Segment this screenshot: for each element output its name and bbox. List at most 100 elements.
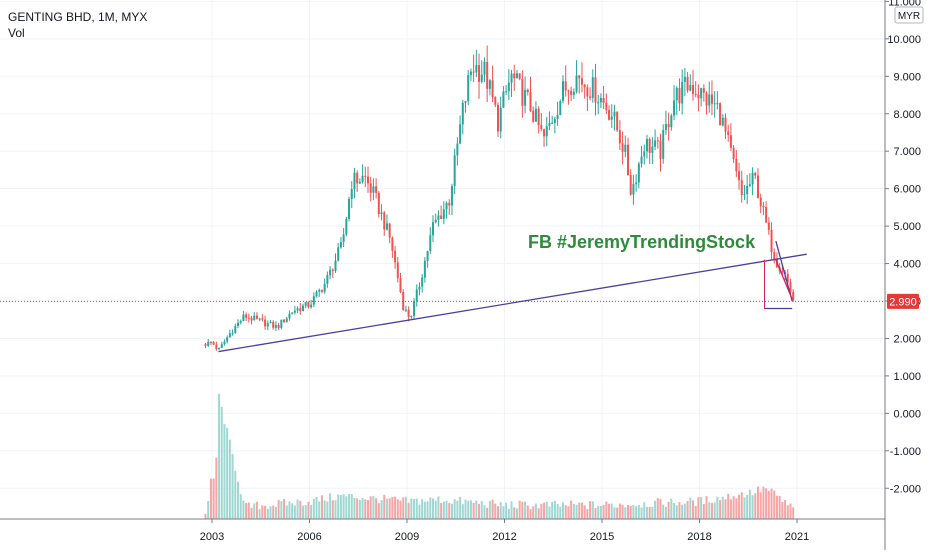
volume-bar: [751, 495, 754, 519]
candle-body: [494, 97, 497, 105]
volume-bar: [488, 500, 491, 519]
candle-body: [445, 202, 448, 210]
volume-bar: [572, 503, 575, 519]
candle-body: [269, 321, 272, 324]
candle-body: [654, 140, 657, 147]
volume-bar: [692, 500, 694, 519]
candle-body: [713, 103, 716, 105]
volume-bar: [697, 497, 700, 519]
trend-line[interactable]: [218, 253, 807, 353]
volume-bar: [548, 506, 551, 519]
volume-bar: [778, 495, 781, 519]
candle-body: [450, 186, 453, 206]
volume-bar: [792, 507, 795, 519]
candle-body: [599, 98, 602, 103]
candle-body: [239, 321, 242, 323]
annotation-text[interactable]: FB #JeremyTrendingStock: [528, 232, 756, 252]
volume-bar: [781, 501, 784, 519]
candle-body: [283, 319, 286, 323]
candle-body: [786, 273, 789, 283]
drawings[interactable]: [218, 240, 807, 353]
trend-line[interactable]: [775, 259, 793, 300]
volume-bar: [440, 503, 443, 519]
y-tick-label: 1.000: [893, 371, 921, 383]
volume-bar: [394, 496, 397, 519]
currency-label[interactable]: MYR: [898, 11, 920, 22]
candle-body: [567, 90, 570, 92]
candle-body: [247, 317, 250, 319]
volume-bar: [348, 493, 351, 519]
candle-body: [448, 202, 451, 206]
candle-body: [532, 110, 535, 122]
candle-body: [759, 197, 762, 206]
candle-body: [437, 215, 440, 220]
volume-bar: [228, 439, 231, 519]
volume-bar: [689, 497, 692, 519]
volume-bar: [429, 497, 432, 519]
candle-body: [399, 278, 402, 292]
candle-body: [307, 302, 310, 308]
candle-body: [534, 108, 537, 122]
volume-bar: [654, 500, 657, 519]
volume-bar: [404, 496, 407, 519]
volume-bar: [220, 407, 223, 519]
volume-bar: [721, 496, 724, 519]
candle-body: [426, 251, 429, 261]
volume-bar: [280, 501, 283, 519]
volume-bar: [645, 506, 648, 519]
candle-body: [613, 111, 616, 117]
candle-body: [432, 222, 434, 236]
volume-bar: [732, 496, 735, 519]
candle-body: [675, 87, 678, 101]
volume-bar: [759, 492, 762, 519]
volume-bar: [613, 507, 616, 519]
volume-bar: [616, 507, 619, 519]
candle-body: [250, 318, 253, 321]
candle-body: [318, 289, 321, 292]
candle-body: [608, 110, 611, 120]
volume-bar: [775, 495, 778, 519]
volume-bar: [310, 504, 313, 519]
candle-body: [562, 81, 564, 101]
volume-bar: [635, 506, 638, 519]
candle-body: [645, 139, 648, 152]
volume-bar: [472, 502, 475, 519]
volume-bar: [329, 493, 332, 519]
candle-body: [548, 122, 551, 127]
candle-body: [667, 124, 670, 128]
candle-body: [578, 75, 581, 79]
x-tick-label: 2009: [395, 531, 419, 543]
y-tick-label: 2.000: [893, 333, 921, 345]
candle-body: [629, 174, 632, 195]
candle-body: [326, 275, 329, 284]
candle-body: [575, 75, 578, 92]
volume-bar: [483, 505, 486, 519]
volume-bar: [510, 501, 513, 519]
volume-bar: [591, 501, 594, 519]
candle-body: [521, 78, 524, 106]
volume-bar: [559, 506, 562, 519]
volume-bar: [673, 503, 676, 519]
candle-body: [486, 61, 489, 89]
volume-bar: [367, 500, 369, 519]
volume-bar: [670, 498, 673, 519]
volume-bar: [507, 508, 510, 519]
candle-body: [510, 73, 513, 83]
volume-bar: [266, 508, 269, 519]
volume-bar: [396, 499, 399, 519]
x-tick-label: 2021: [785, 531, 809, 543]
volume-bar: [223, 424, 226, 519]
candle-body: [361, 175, 364, 182]
volume-bar: [407, 502, 410, 519]
candle-body: [348, 198, 351, 219]
volume-bar: [537, 508, 540, 519]
candle-body: [610, 116, 613, 120]
volume-bar: [283, 499, 286, 519]
x-tick-label: 2003: [200, 531, 224, 543]
candle-body: [223, 341, 226, 345]
y-tick-label: 0.000: [893, 408, 921, 420]
currency-box[interactable]: [894, 6, 924, 24]
volume-bar: [326, 501, 329, 519]
volume-bar: [377, 503, 380, 519]
volume-bar: [486, 507, 489, 519]
